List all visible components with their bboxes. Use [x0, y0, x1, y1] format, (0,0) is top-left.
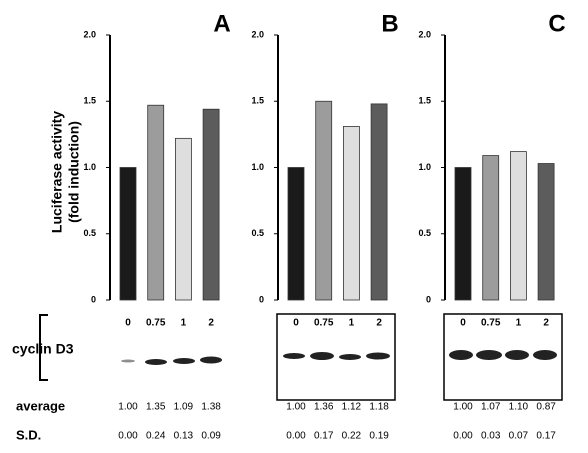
- y-tick-label: 0.5: [251, 228, 264, 238]
- table-cell: 1.00: [118, 402, 138, 413]
- y-tick-label: 1.0: [251, 162, 264, 172]
- y-tick-label: 0: [259, 294, 264, 304]
- table-cell: 0.00: [453, 431, 473, 442]
- bar: [370, 103, 388, 301]
- table-cell: 0.87: [536, 402, 556, 413]
- table-cell: 1.18: [369, 402, 389, 413]
- panel-label: B: [381, 10, 398, 37]
- table-cell: 0.07: [509, 431, 529, 442]
- table-cell: 0.09: [201, 431, 221, 442]
- bar: [174, 137, 192, 301]
- table-cell: 1.00: [286, 402, 306, 413]
- table-cell: 0.17: [314, 431, 334, 442]
- x-tick-label: 2: [376, 318, 382, 329]
- bar: [342, 126, 360, 301]
- table-cell: 0.00: [286, 431, 306, 442]
- y-tick-label: 2.0: [251, 29, 264, 39]
- y-tick-label: 0.5: [418, 228, 431, 238]
- x-tick-label: 0: [460, 318, 466, 329]
- x-tick-label: 0.75: [146, 318, 166, 329]
- table-cell: 1.07: [481, 402, 501, 413]
- table-cell: 1.12: [342, 402, 362, 413]
- y-tick-label: 1.5: [418, 96, 431, 106]
- y-tick-label: 1.0: [418, 162, 431, 172]
- bar: [287, 167, 305, 301]
- x-tick-label: 0: [293, 318, 299, 329]
- panel-label: C: [548, 10, 565, 37]
- table-cell: 0.17: [536, 431, 556, 442]
- table-cell: 1.09: [174, 402, 194, 413]
- y-tick-label: 1.5: [251, 96, 264, 106]
- x-tick-label: 1: [181, 318, 187, 329]
- bar: [119, 167, 137, 301]
- bar: [482, 155, 500, 301]
- y-tick-label: 0: [91, 294, 96, 304]
- table-cell: 1.38: [201, 402, 221, 413]
- bar: [509, 151, 527, 301]
- y-tick-label: 2.0: [83, 29, 96, 39]
- table-cell: 0.00: [118, 431, 138, 442]
- table-cell: 0.13: [174, 431, 194, 442]
- bar: [202, 108, 220, 301]
- y-tick-label: 0.5: [83, 228, 96, 238]
- row-label: S.D.: [16, 427, 41, 442]
- y-axis-label: (fold induction): [66, 121, 82, 223]
- bar: [454, 167, 472, 301]
- table-cell: 1.35: [146, 402, 166, 413]
- y-tick-label: 2.0: [418, 29, 431, 39]
- bar: [315, 100, 333, 301]
- x-tick-label: 1: [516, 318, 522, 329]
- bar: [147, 104, 165, 301]
- y-tick-label: 1.0: [83, 162, 96, 172]
- table-cell: 1.36: [314, 402, 334, 413]
- row-label: average: [16, 398, 65, 413]
- y-axis-label: Luciferase activity: [49, 111, 65, 233]
- table-cell: 0.22: [342, 431, 362, 442]
- y-tick-label: 1.5: [83, 96, 96, 106]
- x-tick-label: 0.75: [314, 318, 334, 329]
- blot-label: cyclin D3: [12, 341, 74, 357]
- x-tick-label: 2: [208, 318, 214, 329]
- table-cell: 1.10: [509, 402, 529, 413]
- blot-frame: [276, 313, 396, 401]
- y-tick-label: 0: [426, 294, 431, 304]
- table-cell: 0.03: [481, 431, 501, 442]
- table-cell: 1.00: [453, 402, 473, 413]
- blot-frame: [443, 313, 563, 401]
- panel-label: A: [213, 10, 230, 37]
- x-tick-label: 0: [125, 318, 131, 329]
- bracket: [39, 314, 48, 381]
- bar: [537, 163, 555, 301]
- table-cell: 0.19: [369, 431, 389, 442]
- x-tick-label: 1: [349, 318, 355, 329]
- table-cell: 0.24: [146, 431, 166, 442]
- x-tick-label: 0.75: [481, 318, 501, 329]
- x-tick-label: 2: [543, 318, 549, 329]
- bands: [121, 350, 557, 365]
